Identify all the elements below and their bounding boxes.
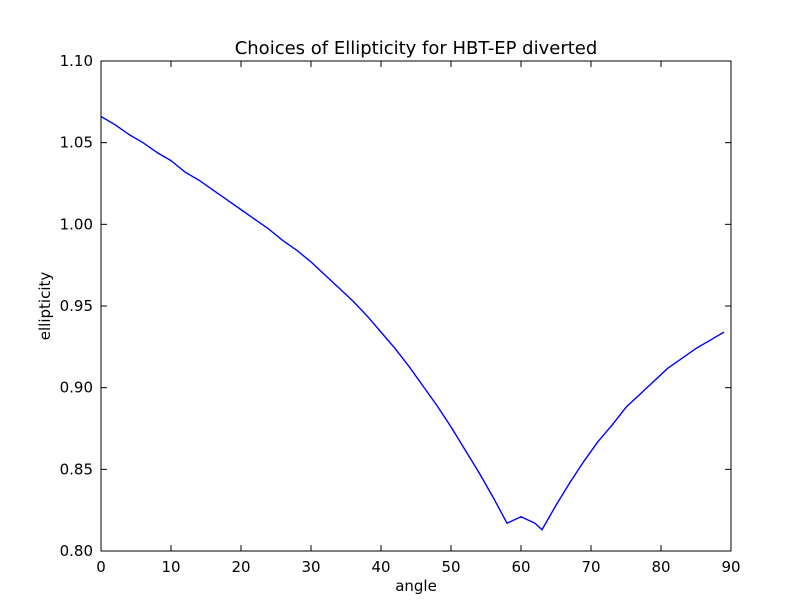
x-tick-label: 0 [96,558,106,576]
x-tick-label: 90 [721,558,740,576]
y-tick-label: 1.05 [60,134,93,152]
x-tick-label: 80 [651,558,670,576]
x-tick-label: 60 [511,558,530,576]
x-tick-label: 40 [371,558,390,576]
y-tick-label: 0.80 [60,542,93,560]
series-line [100,115,725,531]
y-tick-label: 0.85 [60,460,93,478]
y-tick-label: 1.00 [60,215,93,233]
plot-area [100,60,732,552]
x-tick-label: 70 [581,558,600,576]
plot-frame [100,60,732,552]
x-tick-label: 30 [301,558,320,576]
series-layer [100,115,725,531]
ticks-layer [100,60,732,552]
x-tick-label: 20 [231,558,250,576]
x-axis-title: angle [395,577,437,595]
y-tick-label: 0.90 [60,379,93,397]
y-axis-title: ellipticity [36,272,54,341]
x-tick-label: 10 [161,558,180,576]
x-tick-label: 50 [441,558,460,576]
y-tick-label: 1.10 [60,52,93,70]
tick-labels-layer: 0 10 20 30 40 50 60 70 80 90 0.80 0.85 0.90 0.95 1.00 1… [60,52,741,576]
chart-title: Choices of Ellipticity for HBT-EP divert… [235,38,598,59]
y-tick-label: 0.95 [60,297,93,315]
